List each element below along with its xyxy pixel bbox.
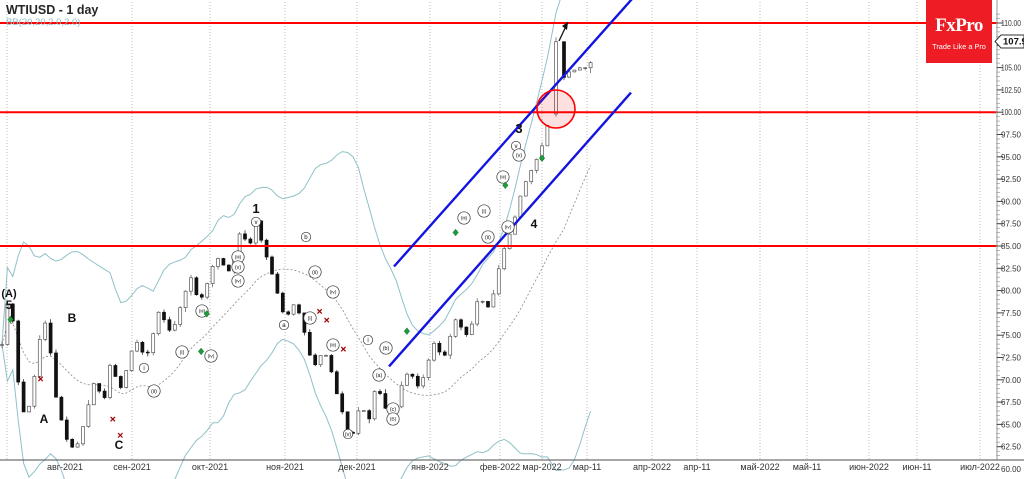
svg-text:(iv): (iv) [330, 290, 337, 296]
svg-text:(ii): (ii) [485, 235, 491, 241]
svg-text:фев-2022: фев-2022 [480, 462, 520, 472]
svg-text:85.00: 85.00 [1001, 242, 1021, 251]
svg-text:окт-2021: окт-2021 [192, 462, 228, 472]
svg-text:80.00: 80.00 [1001, 287, 1021, 296]
svg-text:янв-2022: янв-2022 [411, 462, 449, 472]
svg-text:97.50: 97.50 [1001, 131, 1021, 140]
svg-text:i: i [367, 337, 368, 344]
svg-text:(iv): (iv) [208, 354, 215, 360]
svg-text:62.50: 62.50 [1001, 443, 1021, 452]
svg-text:B: B [68, 311, 77, 325]
svg-text:(iii): (iii) [500, 175, 507, 181]
svg-text:(iii): (iii) [330, 343, 337, 349]
svg-text:77.50: 77.50 [1001, 309, 1021, 318]
svg-text:июл-2022: июл-2022 [960, 462, 1000, 472]
svg-text:мар-2022: мар-2022 [522, 462, 561, 472]
svg-text:(i): (i) [308, 316, 313, 322]
svg-text:60.00: 60.00 [1001, 465, 1021, 474]
svg-text:65.00: 65.00 [1001, 420, 1021, 429]
svg-text:105.00: 105.00 [1001, 64, 1021, 73]
svg-text:(ii): (ii) [151, 389, 157, 395]
svg-text:(ii): (ii) [312, 270, 318, 276]
svg-text:(b): (b) [383, 346, 390, 352]
svg-text:70.00: 70.00 [1001, 376, 1021, 385]
svg-text:107.93: 107.93 [1003, 37, 1024, 48]
svg-text:(a): (a) [376, 373, 383, 379]
svg-text:сен-2021: сен-2021 [113, 462, 151, 472]
svg-text:82.50: 82.50 [1001, 264, 1021, 273]
svg-text:4: 4 [531, 217, 538, 231]
svg-text:ноя-2021: ноя-2021 [266, 462, 304, 472]
svg-text:i: i [143, 365, 144, 372]
svg-text:3: 3 [515, 121, 522, 136]
svg-text:92.50: 92.50 [1001, 175, 1021, 184]
svg-text:75.00: 75.00 [1001, 331, 1021, 340]
svg-text:мар-11: мар-11 [573, 462, 602, 472]
svg-text:(i): (i) [482, 209, 487, 215]
svg-text:72.50: 72.50 [1001, 354, 1021, 363]
svg-text:дек-2021: дек-2021 [338, 462, 375, 472]
svg-text:июн-2022: июн-2022 [849, 462, 889, 472]
svg-text:67.50: 67.50 [1001, 398, 1021, 407]
svg-text:(iii): (iii) [461, 216, 468, 222]
svg-text:апр-11: апр-11 [683, 462, 710, 472]
svg-text:87.50: 87.50 [1001, 220, 1021, 229]
svg-text:100.00: 100.00 [1001, 108, 1021, 117]
svg-text:95.00: 95.00 [1001, 153, 1021, 162]
svg-text:1: 1 [252, 201, 259, 216]
svg-text:(v): (v) [235, 265, 241, 271]
svg-text:июн-11: июн-11 [902, 462, 931, 472]
svg-text:90.00: 90.00 [1001, 197, 1021, 206]
svg-text:авг-2021: авг-2021 [47, 462, 83, 472]
svg-text:(i): (i) [180, 350, 185, 356]
svg-text:(B): (B) [390, 417, 397, 423]
svg-text:C: C [115, 438, 124, 452]
svg-text:(c): (c) [390, 407, 396, 413]
svg-text:(v): (v) [516, 153, 522, 159]
svg-text:май-11: май-11 [793, 462, 822, 472]
svg-text:апр-2022: апр-2022 [633, 462, 671, 472]
svg-text:(iv): (iv) [505, 225, 512, 231]
svg-text:(v): (v) [345, 432, 351, 438]
svg-text:май-2022: май-2022 [740, 462, 779, 472]
svg-text:5: 5 [6, 298, 13, 312]
svg-text:110.00: 110.00 [1001, 19, 1021, 28]
svg-text:(iii): (iii) [235, 255, 242, 261]
svg-text:A: A [40, 412, 49, 426]
svg-text:102.50: 102.50 [1001, 86, 1021, 95]
svg-text:(iv): (iv) [235, 279, 242, 285]
